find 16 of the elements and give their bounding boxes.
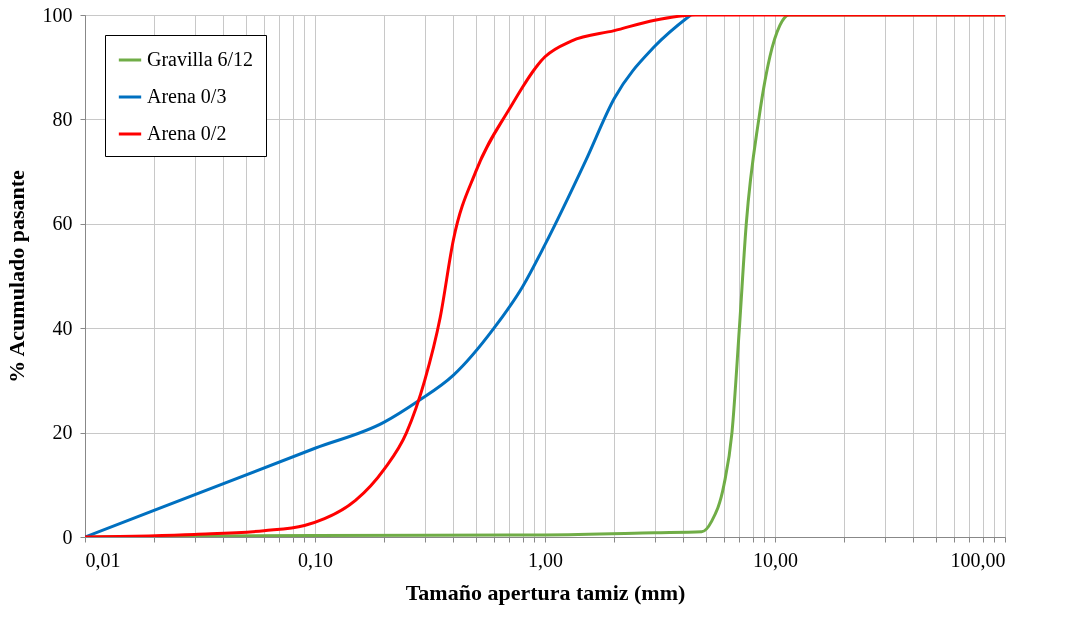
x-tick-label: 0,01	[85, 548, 121, 571]
x-axis-title: Tamaño apertura tamiz (mm)	[405, 579, 686, 605]
x-tick-label: 100,00	[950, 548, 1006, 571]
legend-label: Arena 0/2	[147, 122, 227, 144]
x-tick-label: 1,00	[528, 548, 563, 571]
legend-label: Gravilla 6/12	[147, 48, 254, 70]
legend-label: Arena 0/3	[147, 85, 227, 107]
y-tick-label: 60	[52, 212, 73, 235]
y-tick-label: 40	[52, 316, 73, 339]
y-tick-label: 20	[52, 421, 73, 444]
x-tick-label: 0,10	[298, 548, 333, 571]
y-axis-title: % Acumulado pasante	[3, 169, 29, 383]
y-tick-label: 80	[52, 107, 73, 130]
x-tick-label: 10,00	[753, 548, 798, 571]
y-tick-label: 0	[62, 525, 73, 548]
y-tick-label: 100	[42, 3, 73, 26]
